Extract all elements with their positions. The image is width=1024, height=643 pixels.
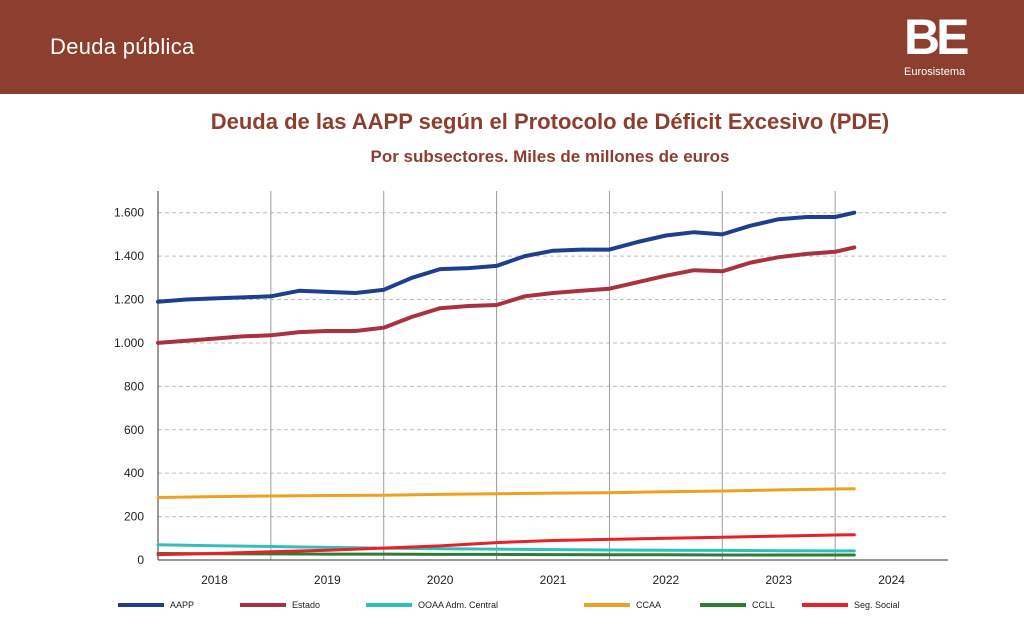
legend-item-ccll: CCLL bbox=[700, 600, 775, 610]
x-tick-label: 2020 bbox=[427, 573, 454, 587]
series-line-ccaa bbox=[156, 487, 856, 499]
x-tick-label: 2019 bbox=[314, 573, 341, 587]
logo-subtitle: Eurosistema bbox=[904, 66, 966, 78]
legend-label: OOAA Adm. Central bbox=[418, 600, 499, 610]
legend-swatch bbox=[584, 603, 630, 607]
x-tick-label: 2022 bbox=[653, 573, 680, 587]
legend-swatch bbox=[240, 603, 286, 607]
legend-swatch bbox=[118, 603, 164, 607]
y-tick-label: 200 bbox=[124, 510, 144, 524]
legend-item-ooaa-adm-central: OOAA Adm. Central bbox=[366, 600, 498, 610]
x-tick-label: 2024 bbox=[878, 573, 905, 587]
series-line-seg-social bbox=[156, 533, 856, 557]
series-line-ooaa-adm-central bbox=[156, 543, 856, 553]
legend-label: AAPP bbox=[170, 600, 195, 610]
legend-label: Estado bbox=[292, 600, 321, 610]
y-tick-label: 1.400 bbox=[114, 249, 144, 263]
y-tick-label: 1.600 bbox=[114, 206, 144, 220]
legend-item-ccaa: CCAA bbox=[584, 600, 661, 610]
legend-label: Seg. Social bbox=[854, 600, 900, 610]
legend-swatch bbox=[366, 603, 412, 607]
y-tick-label: 400 bbox=[124, 466, 144, 480]
chart-title: Deuda de las AAPP según el Protocolo de … bbox=[210, 109, 890, 134]
y-tick-label: 600 bbox=[124, 423, 144, 437]
legend-item-estado: Estado bbox=[240, 600, 320, 610]
legend-item-seg-social: Seg. Social bbox=[802, 600, 900, 610]
x-tick-label: 2023 bbox=[765, 573, 792, 587]
legend-swatch bbox=[802, 603, 848, 607]
chart-subtitle: Por subsectores. Miles de millones de eu… bbox=[370, 147, 730, 166]
legend-swatch bbox=[700, 603, 746, 607]
header-title: Deuda pública bbox=[50, 34, 195, 59]
legend-label: CCAA bbox=[636, 600, 662, 610]
be-logo: BE bbox=[904, 9, 969, 65]
x-tick-label: 2018 bbox=[201, 573, 228, 587]
legend: AAPP Estado OOAA Adm. Central CCAA CCLL Seg. … bbox=[118, 600, 978, 616]
series-line-estado bbox=[156, 245, 857, 345]
legend-label: CCLL bbox=[752, 600, 776, 610]
y-tick-label: 1.200 bbox=[114, 293, 144, 307]
series-line-aapp bbox=[156, 210, 857, 304]
series-line-ccll bbox=[156, 552, 856, 557]
y-tick-label: 800 bbox=[124, 379, 144, 393]
y-tick-label: 1.000 bbox=[114, 336, 144, 350]
header-banner: Deuda pública BE Eurosistema bbox=[0, 0, 1024, 94]
legend-item-aapp: AAPP bbox=[118, 600, 194, 610]
x-tick-label: 2021 bbox=[540, 573, 567, 587]
y-tick-label: 0 bbox=[137, 553, 144, 567]
